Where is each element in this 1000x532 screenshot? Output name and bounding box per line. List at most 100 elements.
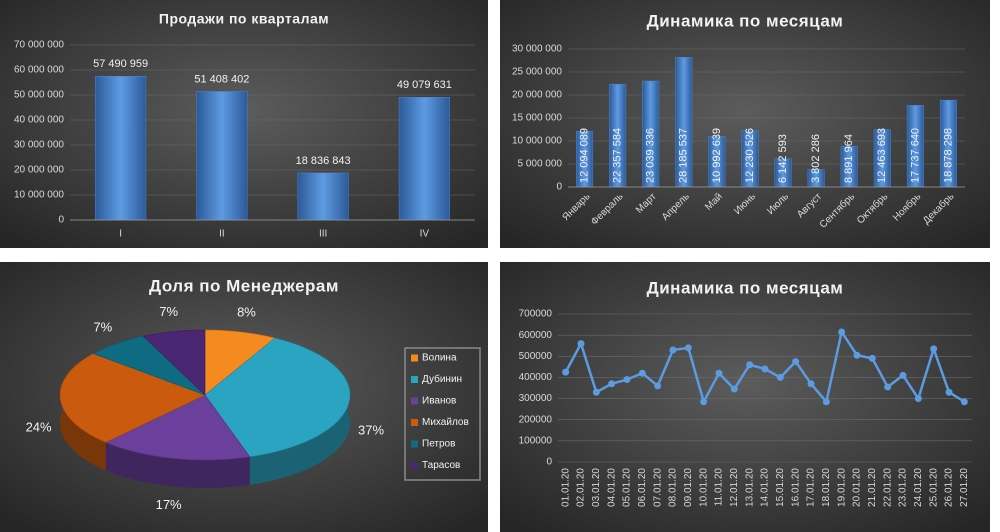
data-label: 37%: [358, 422, 384, 437]
x-tick-label: 18.01.20: [821, 468, 832, 507]
point: [853, 351, 861, 359]
point: [592, 388, 600, 396]
y-tick-label: 300000: [519, 393, 553, 404]
x-tick-label: 10.01.20: [698, 468, 709, 507]
bar: [398, 97, 450, 221]
x-tick-label: III: [319, 229, 327, 240]
chart-panel: Динамика по месяцам 0 100000 200000 300000 40…: [500, 262, 990, 532]
x-tick-label: 13.01.20: [744, 468, 755, 507]
pie-slice: [204, 329, 276, 396]
pie-slice: [92, 335, 206, 396]
data-label: 18 836 843: [296, 155, 351, 167]
data-label: 24%: [26, 420, 52, 435]
pie-slice: [142, 329, 206, 396]
y-tick-label: 15 000 000: [512, 113, 562, 124]
x-tick-label: 26.01.20: [944, 468, 955, 507]
chart-panel: Продажи по кварталам 0 10 000 000 20 000 00…: [0, 0, 488, 248]
data-label: 18 878 298: [942, 128, 954, 183]
data-label: 51 408 402: [194, 73, 249, 85]
chart-panel: Доля по Менеджерам 8% 37% 17% 24% 7% 7% Волина Д…: [0, 262, 488, 532]
x-tick-label: 05.01.20: [622, 468, 633, 507]
x-tick-label: 08.01.20: [668, 468, 679, 507]
y-tick-label: 10 000 000: [512, 136, 562, 147]
point: [838, 328, 846, 336]
point: [700, 398, 708, 406]
data-label: 23 039 336: [645, 128, 657, 183]
legend-label: Михайлов: [422, 417, 469, 428]
x-tick-label: 25.01.20: [928, 468, 939, 507]
legend-label: Иванов: [422, 396, 456, 407]
x-tick-label: 19.01.20: [836, 468, 847, 507]
chart-title: Динамика по месяцам: [647, 11, 844, 30]
x-tick-label: 07.01.20: [652, 468, 663, 507]
point: [960, 398, 968, 406]
panel-background: [500, 262, 990, 532]
point: [638, 369, 646, 377]
y-tick-label: 30 000 000: [512, 44, 562, 55]
legend-swatch: [411, 397, 418, 405]
y-tick-label: 0: [556, 182, 562, 193]
point: [822, 398, 830, 406]
data-label: 49 079 631: [397, 79, 452, 91]
x-tick-label: II: [219, 229, 225, 240]
pie-slice: [59, 353, 206, 443]
point: [684, 344, 692, 352]
data-label: 7%: [159, 304, 178, 319]
data-label: 8%: [237, 305, 256, 320]
point: [608, 380, 616, 388]
x-tick-label: 02.01.20: [576, 468, 587, 507]
point: [746, 361, 754, 369]
data-label: 3 802 286: [810, 134, 822, 183]
bar: [196, 91, 248, 221]
y-tick-label: 30 000 000: [14, 140, 64, 151]
legend-swatch: [411, 440, 418, 448]
point: [761, 365, 769, 373]
x-tick-label: 11.01.20: [714, 468, 725, 507]
point: [577, 340, 585, 348]
legend-label: Волина: [422, 353, 457, 364]
y-tick-label: 70 000 000: [14, 40, 64, 51]
x-tick-label: 04.01.20: [606, 468, 617, 507]
x-tick-label: 06.01.20: [637, 468, 648, 507]
data-label: 7%: [93, 320, 112, 335]
chart-title: Доля по Менеджерам: [149, 276, 339, 295]
point: [669, 346, 677, 354]
y-tick-label: 5 000 000: [518, 159, 563, 170]
y-tick-label: 700000: [519, 309, 553, 320]
y-tick-label: 100000: [519, 435, 553, 446]
y-tick-label: 0: [58, 215, 64, 226]
y-tick-label: 10 000 000: [14, 190, 64, 201]
data-label: 6 142 593: [777, 134, 789, 183]
x-tick-label: 27.01.20: [959, 468, 970, 507]
y-tick-label: 0: [546, 457, 552, 468]
x-tick-label: 23.01.20: [898, 468, 909, 507]
chart-title: Продажи по кварталам: [159, 11, 329, 27]
y-tick-label: 60 000 000: [14, 65, 64, 76]
y-tick-label: 20 000 000: [14, 165, 64, 176]
data-label: 57 490 959: [93, 58, 148, 70]
y-tick-label: 25 000 000: [512, 67, 562, 78]
x-tick-label: 17.01.20: [806, 468, 817, 507]
point: [562, 368, 570, 376]
y-tick-label: 50 000 000: [14, 90, 64, 101]
x-tick-label: 16.01.20: [790, 468, 801, 507]
x-tick-label: 22.01.20: [882, 468, 893, 507]
point: [945, 388, 953, 396]
data-label: 17 737 640: [909, 128, 921, 183]
point: [792, 358, 800, 366]
legend-label: Петров: [422, 439, 455, 450]
legend-swatch: [411, 376, 418, 383]
pie-slice: [204, 337, 351, 458]
x-tick-label: 20.01.20: [852, 468, 863, 507]
data-label: 22 357 584: [612, 128, 624, 183]
bar: [95, 76, 147, 221]
legend-swatch: [411, 462, 418, 469]
point: [868, 354, 876, 362]
x-tick-label: IV: [420, 229, 430, 240]
x-tick-label: 21.01.20: [867, 468, 878, 507]
x-tick-label: 15.01.20: [775, 468, 786, 507]
x-tick-label: 14.01.20: [760, 468, 771, 507]
data-label: 8 891 964: [843, 134, 855, 183]
data-label: 12 094 089: [578, 128, 590, 183]
y-tick-label: 20 000 000: [512, 90, 562, 101]
